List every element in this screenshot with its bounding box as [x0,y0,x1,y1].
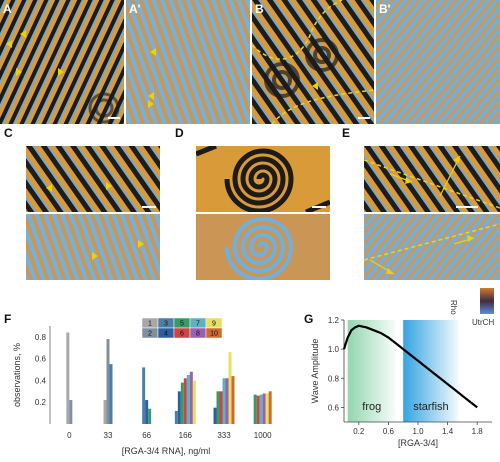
colorbar-bottom-label: UtrCH [472,318,495,327]
g-y-tick-label: 0.6 [328,403,340,412]
g-y-tick-label: 1.0 [328,345,340,354]
f-bar [265,393,269,424]
panel-c-top-image [26,146,160,212]
g-x-tick-label: 1.4 [442,427,454,436]
f-bar [253,394,257,424]
f-bar [103,400,107,424]
f-legend-label: 8 [196,331,200,338]
g-amplitude-line [342,324,478,409]
panel-b2-image [376,0,500,124]
panel-label-e: E [342,126,351,140]
panel-a-image [0,0,124,124]
g-x-tick-label: 0.6 [383,427,395,436]
g-region-label: starfish [413,401,448,413]
f-x-tick-label: 333 [217,431,231,440]
f-bar [192,380,196,424]
f-bar [183,378,187,424]
f-legend-label: 3 [164,321,168,328]
f-x-tick-label: 33 [104,431,113,440]
panel-e-bottom-image [364,214,500,280]
f-x-tick-label: 166 [179,431,193,440]
panel-b-image [252,0,374,124]
panel-label-b2: B' [379,2,391,16]
f-bar [186,375,190,424]
f-bar [259,394,263,424]
f-bar [256,395,260,424]
f-legend-label: 6 [180,331,184,338]
f-legend-label: 9 [212,321,216,328]
panel-a2-image [126,0,250,124]
f-bar [106,339,110,424]
f-bar [225,378,229,424]
g-region-label: frog [362,401,381,413]
panel-d-bottom-image [196,214,330,280]
f-y-tick-label: 0.6 [35,355,47,364]
g-x-axis-label: [RGA-3/4] [398,438,438,448]
colorbar [458,288,498,328]
panel-label-b: B [255,2,264,16]
f-legend-label: 1 [148,321,152,328]
g-x-tick-label: 0.2 [353,427,365,436]
f-bar [228,352,232,424]
f-bar [262,393,266,424]
f-bar [148,408,152,424]
f-legend-label: 4 [164,331,168,338]
f-bar [177,391,181,424]
f-bar [231,376,235,424]
arrowheads [6,30,64,76]
f-bar [216,391,220,424]
f-bar [222,378,226,424]
f-legend-label: 5 [180,321,184,328]
panel-c-bottom-image [26,214,160,280]
g-y-tick-label: 0.8 [328,374,340,383]
f-bar [219,391,223,424]
panel-label-g: G [304,312,314,326]
f-legend-label: 2 [148,331,152,338]
f-bar [145,400,149,424]
f-bar [268,391,272,424]
panel-label-c: C [4,126,13,140]
panel-e-top-image [364,146,500,212]
g-x-tick-label: 1.8 [472,427,484,436]
f-y-tick-label: 0.8 [35,333,47,342]
f-x-tick-label: 0 [67,431,72,440]
f-y-tick-label: 0.2 [35,398,47,407]
g-y-axis-label: Wave Amplitude [310,339,320,404]
panel-label-d: D [175,126,184,140]
f-legend-swatch [205,327,223,339]
panel-label-a2: A' [129,2,141,16]
f-legend-label: 7 [196,321,200,328]
f-legend-label: 10 [210,331,218,338]
f-bar [189,371,193,424]
panel-label-a: A [3,2,12,16]
f-y-axis-label: observations, % [12,343,22,407]
f-y-tick-label: 0.4 [35,376,47,385]
chart-g: frog starfish 0.6 0.8 1.0 1.2 0.2 0.6 1.0 1.4 1.8 W… [310,316,492,448]
f-bar [180,382,184,424]
f-x-axis-label: [RGA-3/4 RNA], ng/ml [122,446,211,456]
panel-label-f: F [4,312,12,326]
scale-bar [108,117,120,119]
g-y-tick-label: 1.2 [328,316,340,325]
f-bar [213,407,217,424]
f-x-tick-label: 1000 [254,431,272,440]
f-bar [69,400,73,424]
g-x-tick-label: 1.0 [412,427,424,436]
f-x-tick-label: 66 [142,431,151,440]
f-bar [66,332,70,424]
f-bar [142,367,146,424]
chart-f: 0.2 0.4 0.6 0.8 observations, % 0 33 66 166 333 10… [12,317,272,456]
f-bar [174,410,178,424]
panel-d-top-image [196,146,330,212]
f-bar [109,364,113,424]
